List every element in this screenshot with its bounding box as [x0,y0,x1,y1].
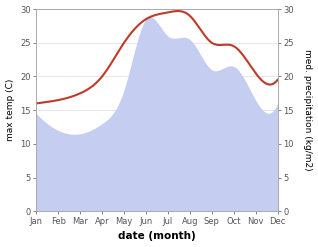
X-axis label: date (month): date (month) [118,231,196,242]
Y-axis label: med. precipitation (kg/m2): med. precipitation (kg/m2) [303,49,313,171]
Y-axis label: max temp (C): max temp (C) [5,79,15,141]
